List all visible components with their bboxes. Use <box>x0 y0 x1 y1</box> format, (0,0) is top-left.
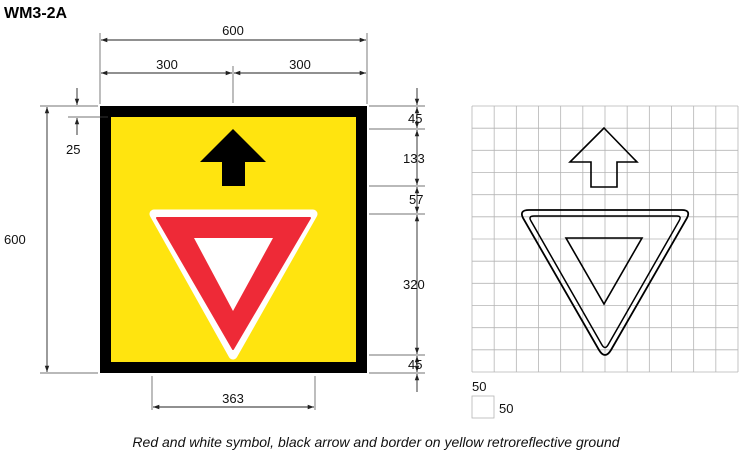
yield-triangle-white <box>194 238 273 311</box>
key-cell-width-label: 50 <box>472 379 486 394</box>
outline-triangle-outer <box>520 209 690 356</box>
half-width-left-label: 300 <box>156 57 178 72</box>
half-width-right-label: 300 <box>289 57 311 72</box>
key-cell-height-label: 50 <box>499 401 513 416</box>
key-cell-swatch <box>471 395 495 419</box>
triangle-height-label: 320 <box>403 277 425 292</box>
top-margin-label: 45 <box>408 111 422 126</box>
sign-face <box>100 106 367 373</box>
gap-label: 57 <box>409 192 423 207</box>
outline-drawing <box>520 126 690 356</box>
top-dimensions: 600 300 300 <box>99 23 368 104</box>
bottom-margin-label: 45 <box>408 357 422 372</box>
outline-triangle-inner <box>529 215 681 349</box>
construction-grid <box>471 105 739 373</box>
border-offset-label: 25 <box>66 142 80 157</box>
overall-height-label: 600 <box>4 232 26 247</box>
outline-triangle-center <box>564 237 644 306</box>
arrow-height-label: 133 <box>403 151 425 166</box>
overall-width-label: 600 <box>222 23 244 38</box>
bottom-dimension: 363 <box>151 376 316 410</box>
triangle-width-label: 363 <box>222 391 244 406</box>
description-caption: Red and white symbol, black arrow and bo… <box>132 434 620 450</box>
outline-arrow-icon <box>568 126 639 188</box>
right-dimensions: 45 133 57 320 45 <box>369 88 425 392</box>
left-dimensions: 600 25 <box>4 88 108 374</box>
sign-code-title: WM3-2A <box>4 5 68 22</box>
grid-scale-key: 50 50 <box>471 379 513 419</box>
arrow-up-icon <box>200 129 266 186</box>
